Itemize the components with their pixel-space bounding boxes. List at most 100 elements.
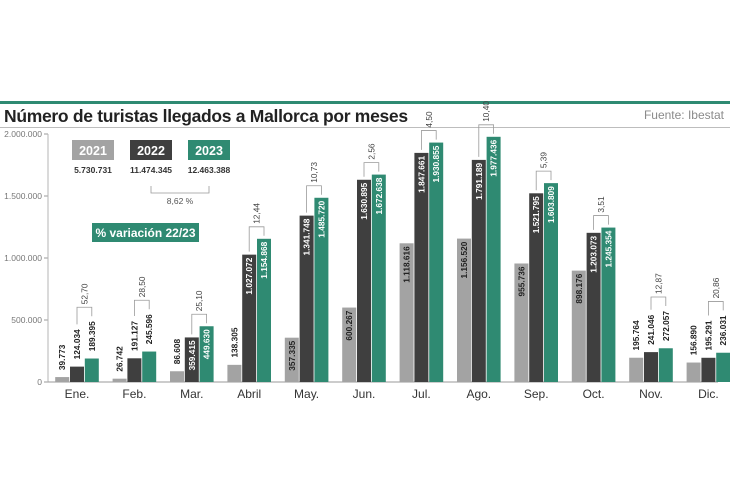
- bar-value-label: 1.603.809: [546, 186, 556, 223]
- bar: [227, 364, 242, 382]
- x-tick-label: Oct.: [583, 387, 605, 401]
- variation-bracket: [134, 299, 150, 316]
- bar-value-label: 1.118.616: [402, 246, 412, 283]
- bar-value-label: 1.154.868: [259, 241, 269, 278]
- x-tick-label: Jun.: [353, 387, 376, 401]
- x-tick-label: Sep.: [524, 387, 549, 401]
- bar-value-label: 86.608: [172, 338, 182, 364]
- variation-label: 52,70: [79, 283, 89, 304]
- bar: [399, 243, 414, 382]
- legend-swatch-2022: [130, 140, 172, 160]
- bar-value-label: 898.176: [574, 273, 584, 303]
- bar: [514, 263, 529, 382]
- legend-total-2022: 11.474.345: [130, 165, 172, 175]
- bar-value-label: 1.791.189: [474, 163, 484, 200]
- bar: [242, 254, 257, 382]
- bar: [70, 366, 84, 382]
- variation-bracket: [650, 296, 667, 310]
- x-tick-label: Dic.: [698, 387, 719, 401]
- bar: [314, 197, 329, 382]
- bar: [601, 227, 616, 382]
- bar-value-label: 195.291: [703, 320, 713, 350]
- variation-bracket: [191, 313, 207, 335]
- bar-value-label: 1.847.661: [416, 156, 426, 193]
- bar: [486, 136, 501, 382]
- month-group-0: 39.773 124.034 189.395 52,70 Ene.: [55, 283, 99, 401]
- bar-value-label: 1.977.436: [489, 139, 499, 176]
- month-group-6: 1.118.616 1.847.661 1.930.855 4,50 Jul.: [399, 111, 444, 401]
- bar-value-label: 138.305: [229, 327, 239, 357]
- variation-bracket: [248, 226, 265, 252]
- bar-value-label: 39.773: [57, 344, 67, 370]
- month-group-10: 195.764 241.046 272.057 12,87 Nov.: [629, 273, 673, 401]
- month-group-7: 1.156.520 1.791.189 1.977.436 10,40 Ago.: [457, 101, 501, 401]
- variation-label: 4,50: [424, 111, 434, 128]
- month-group-1: 26.742 191.127 245.596 28,50 Feb.: [112, 276, 157, 401]
- bar: [142, 351, 157, 382]
- month-group-8: 955.736 1.521.795 1.603.809 5,39 Sep.: [514, 152, 558, 401]
- month-group-5: 600.267 1.630.895 1.672.638 2,56 Jun.: [342, 143, 386, 401]
- y-tick-label: 1.000.000: [4, 253, 42, 263]
- bar: [184, 337, 199, 382]
- bar-value-label: 156.890: [689, 325, 699, 355]
- y-tick-label: 2.000.000: [4, 129, 42, 139]
- bar: [571, 270, 586, 382]
- y-tick-label: 500.000: [11, 315, 42, 325]
- bar-value-label: 1.630.895: [359, 182, 369, 219]
- x-tick-label: Ago.: [466, 387, 491, 401]
- bar: [55, 377, 70, 382]
- bar-value-label: 359.415: [187, 340, 197, 370]
- variation-bracket: [708, 301, 724, 316]
- variation-label: 2,56: [366, 143, 376, 160]
- legend-swatch-2021: [72, 140, 114, 160]
- chart-title: Número de turistas llegados a Mallorca p…: [4, 106, 408, 126]
- variation-label: 3,51: [596, 196, 606, 213]
- bar: [644, 352, 658, 382]
- bar-value-label: 1.245.354: [603, 230, 613, 267]
- month-group-2: 86.608 359.415 449.630 25,10 Mar.: [170, 290, 214, 401]
- bar-value-label: 1.485.720: [316, 200, 326, 237]
- variation-bracket: [306, 185, 322, 213]
- bar: [342, 307, 357, 382]
- bar: [586, 232, 601, 382]
- variation-badge-label: % variación 22/23: [95, 226, 195, 240]
- month-group-3: 138.305 1.027.072 1.154.868 12,44 Abril: [227, 203, 271, 401]
- bar-value-label: 272.057: [661, 311, 671, 341]
- variation-label: 20,86: [711, 277, 721, 298]
- variation-bracket: [535, 170, 552, 191]
- bar-value-label: 124.034: [72, 329, 82, 359]
- bar-value-label: 955.736: [516, 266, 526, 296]
- x-tick-label: Feb.: [122, 387, 146, 401]
- bar: [112, 378, 127, 382]
- bar-value-label: 1.672.638: [374, 177, 384, 214]
- variation-label: 12,87: [653, 273, 663, 294]
- legend-total-2023: 12.463.388: [188, 165, 231, 175]
- variation-badge: [92, 223, 199, 242]
- bar: [371, 174, 386, 382]
- variation-label: 10,40: [481, 101, 491, 122]
- variation-label: 28,50: [137, 276, 147, 297]
- bar: [544, 183, 558, 382]
- variation-label: 25,10: [194, 290, 204, 311]
- bar: [84, 358, 99, 382]
- legend-label-2023: 2023: [195, 144, 223, 158]
- bar: [257, 238, 271, 382]
- variation-label: 12,44: [252, 203, 262, 224]
- month-group-11: 156.890 195.291 236.031 20,86 Dic.: [686, 277, 730, 401]
- legend-label-2021: 2021: [79, 144, 107, 158]
- bar: [686, 362, 701, 382]
- month-group-4: 357.335 1.341.748 1.485.720 10,73 May.: [284, 162, 329, 401]
- y-tick-label: 1.500.000: [4, 191, 42, 201]
- variation-bracket: [421, 130, 437, 150]
- source-note: Fuente: Ibestat: [643, 108, 724, 122]
- bar: [471, 159, 486, 382]
- x-tick-label: Nov.: [639, 387, 663, 401]
- bar: [716, 352, 730, 382]
- variation-label: 5,39: [539, 152, 549, 169]
- bar-value-label: 245.596: [144, 314, 154, 344]
- x-tick-label: May.: [294, 387, 319, 401]
- bar-value-label: 189.395: [87, 321, 97, 351]
- bar: [199, 326, 214, 382]
- bar-value-label: 1.341.748: [302, 218, 312, 255]
